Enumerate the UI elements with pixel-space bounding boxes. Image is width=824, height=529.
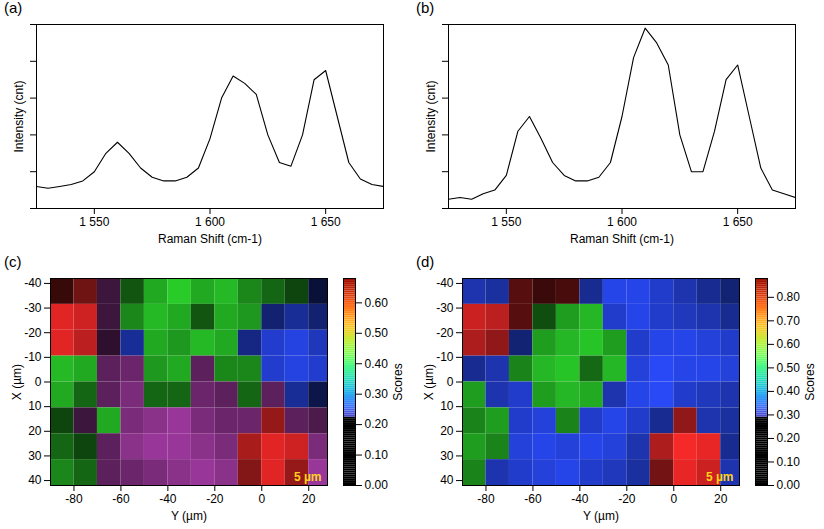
svg-text:Intensity (cnt): Intensity (cnt) [12, 80, 26, 152]
svg-text:-40: -40 [24, 276, 42, 290]
svg-text:X (µm): X (µm) [10, 364, 24, 400]
svg-text:0: 0 [35, 375, 42, 389]
svg-text:0.60: 0.60 [777, 337, 801, 351]
svg-text:0.80: 0.80 [777, 290, 801, 304]
svg-text:-60: -60 [524, 492, 542, 506]
svg-text:Raman Shift (cm-1): Raman Shift (cm-1) [158, 232, 262, 246]
svg-text:Intensity (cnt): Intensity (cnt) [424, 80, 438, 152]
svg-text:1 600: 1 600 [195, 215, 225, 229]
svg-text:5 µm: 5 µm [294, 470, 322, 484]
svg-text:0: 0 [670, 492, 677, 506]
svg-text:-20: -20 [206, 492, 224, 506]
svg-text:0.20: 0.20 [365, 417, 389, 431]
html-text:(d): (d) [416, 253, 435, 270]
svg-text:-80: -80 [477, 492, 495, 506]
svg-text:1 650: 1 650 [723, 215, 753, 229]
svg-text:10: 10 [440, 399, 454, 413]
svg-text:1 550: 1 550 [79, 215, 109, 229]
svg-text:0.30: 0.30 [777, 408, 801, 422]
svg-text:0.60: 0.60 [365, 296, 389, 310]
svg-text:-30: -30 [436, 301, 454, 315]
svg-text:0.00: 0.00 [365, 478, 389, 492]
svg-text:-40: -40 [159, 492, 177, 506]
svg-text:1 600: 1 600 [607, 215, 637, 229]
svg-text:10: 10 [28, 399, 42, 413]
svg-text:20: 20 [440, 424, 454, 438]
svg-text:-30: -30 [24, 301, 42, 315]
svg-text:X (µm): X (µm) [422, 364, 436, 400]
svg-text:Y (µm): Y (µm) [171, 509, 207, 523]
svg-text:-20: -20 [618, 492, 636, 506]
svg-text:-10: -10 [436, 350, 454, 364]
svg-text:-40: -40 [571, 492, 589, 506]
svg-text:0.20: 0.20 [777, 431, 801, 445]
svg-text:Scores: Scores [803, 363, 817, 400]
svg-text:40: 40 [440, 473, 454, 487]
svg-text:1 650: 1 650 [311, 215, 341, 229]
svg-text:Y (µm): Y (µm) [583, 509, 619, 523]
svg-text:0.40: 0.40 [777, 384, 801, 398]
svg-text:0.00: 0.00 [777, 478, 801, 492]
svg-text:0.40: 0.40 [365, 357, 389, 371]
svg-text:0.70: 0.70 [777, 314, 801, 328]
html-text:(c): (c) [4, 253, 22, 270]
svg-text:0.50: 0.50 [777, 361, 801, 375]
svg-text:Raman Shift (cm-1): Raman Shift (cm-1) [570, 232, 674, 246]
svg-text:30: 30 [440, 449, 454, 463]
svg-text:-20: -20 [436, 326, 454, 340]
svg-text:0.10: 0.10 [777, 455, 801, 469]
svg-text:-60: -60 [112, 492, 130, 506]
svg-text:20: 20 [28, 424, 42, 438]
svg-text:Scores: Scores [391, 363, 405, 400]
html-text:(a): (a) [4, 0, 23, 16]
svg-text:0.10: 0.10 [365, 448, 389, 462]
svg-text:20: 20 [302, 492, 316, 506]
svg-text:5 µm: 5 µm [706, 470, 734, 484]
svg-text:20: 20 [714, 492, 728, 506]
svg-text:0: 0 [447, 375, 454, 389]
svg-text:-20: -20 [24, 326, 42, 340]
svg-text:1 550: 1 550 [491, 215, 521, 229]
svg-text:0: 0 [258, 492, 265, 506]
svg-text:-80: -80 [65, 492, 83, 506]
html-text:(b): (b) [416, 0, 435, 16]
svg-text:40: 40 [28, 473, 42, 487]
svg-text:0.50: 0.50 [365, 326, 389, 340]
svg-text:30: 30 [28, 449, 42, 463]
svg-text:-10: -10 [24, 350, 42, 364]
svg-text:-40: -40 [436, 276, 454, 290]
svg-text:0.30: 0.30 [365, 387, 389, 401]
